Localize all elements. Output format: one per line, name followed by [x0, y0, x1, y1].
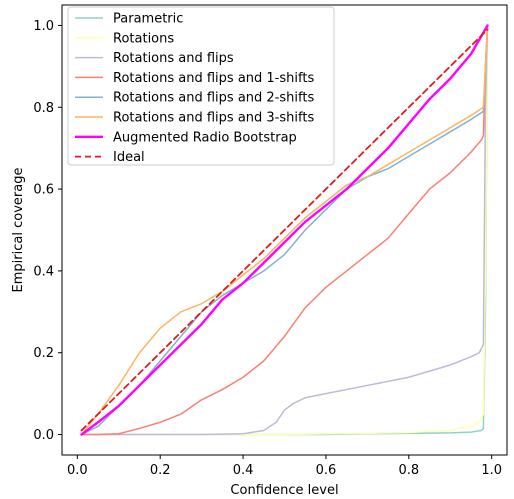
y-tick-label: 0.6: [33, 183, 54, 198]
x-tick-label: 1.0: [481, 463, 502, 478]
legend-label-4: Rotations and flips and 2-shifts: [113, 91, 314, 106]
legend: Parametric Rotations Rotations and flips Ro…: [67, 6, 335, 166]
legend-box: [67, 6, 335, 166]
legend-label-0: Parametric: [113, 12, 183, 27]
x-axis: 0.0 0.2 0.4 0.6 0.8 1.0: [67, 455, 502, 478]
y-tick-label: 0.4: [33, 264, 54, 279]
x-axis-label: Confidence level: [230, 483, 338, 498]
x-tick-label: 0.0: [67, 463, 88, 478]
y-tick-label: 0.0: [33, 428, 54, 443]
series-line-6: [80, 24, 489, 436]
plot-lines: [80, 24, 489, 436]
y-axis-label: Empirical coverage: [11, 168, 26, 293]
plot-frame: [61, 4, 508, 456]
series-line-3: [80, 24, 489, 436]
x-tick-label: 0.2: [150, 463, 171, 478]
series-line-2: [80, 24, 489, 436]
series-line-7: [80, 28, 489, 432]
x-tick-label: 0.6: [316, 463, 337, 478]
series-line-5: [80, 24, 489, 436]
series-line-4: [80, 24, 489, 436]
y-tick-label: 1.0: [33, 19, 54, 34]
legend-label-3: Rotations and flips and 1-shifts: [113, 71, 314, 86]
x-tick-label: 0.4: [233, 463, 254, 478]
y-tick-label: 0.2: [33, 346, 54, 361]
legend-label-5: Rotations and flips and 3-shifts: [113, 111, 314, 126]
y-axis: 0.0 0.2 0.4 0.6 0.8 1.0: [33, 19, 62, 443]
legend-label-7: Ideal: [113, 150, 145, 165]
y-tick-label: 0.8: [33, 101, 54, 116]
legend-label-1: Rotations: [113, 31, 174, 46]
x-tick-label: 0.8: [398, 463, 419, 478]
legend-label-2: Rotations and flips: [113, 51, 234, 66]
legend-label-6: Augmented Radio Bootstrap: [113, 130, 297, 145]
